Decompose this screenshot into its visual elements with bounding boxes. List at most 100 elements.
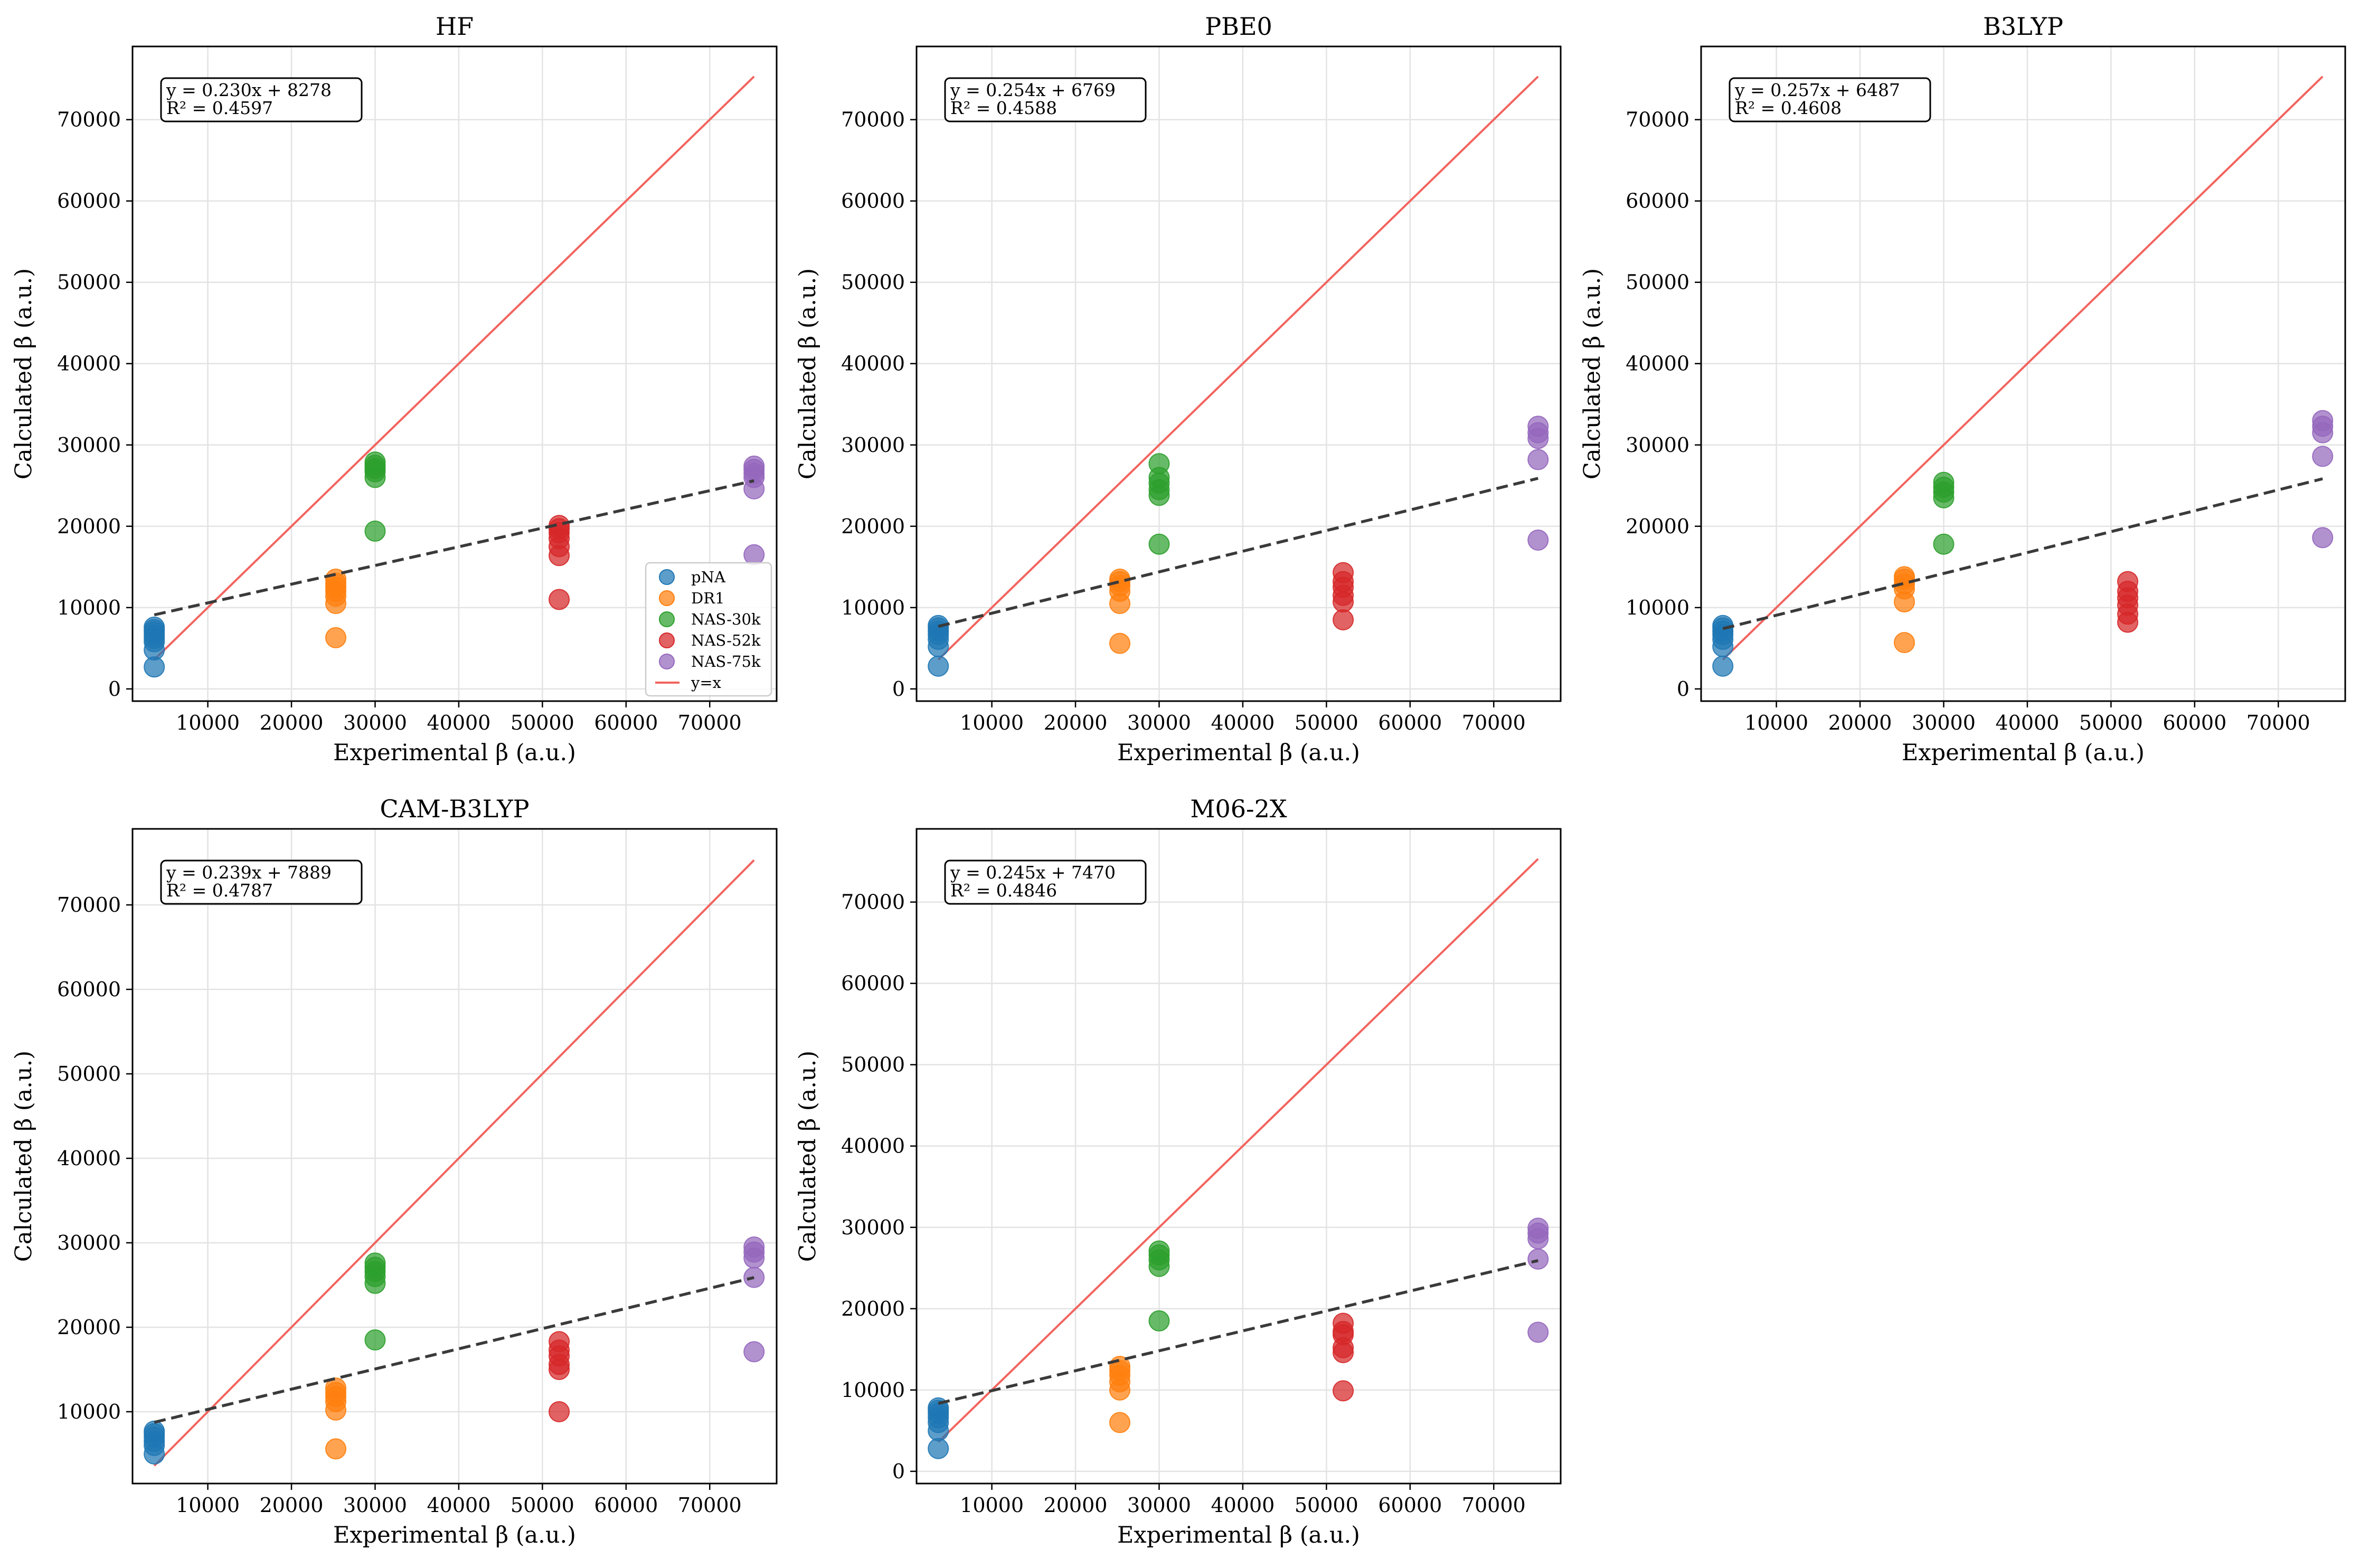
series-nas-52k [1333, 562, 1354, 630]
data-point [1148, 1310, 1170, 1331]
data-point [1333, 562, 1354, 583]
data-point [325, 1438, 347, 1460]
x-tick-label: 50000 [511, 711, 574, 734]
data-point [743, 544, 765, 565]
data-point [1333, 1312, 1354, 1334]
r-squared: R² = 0.4588 [950, 98, 1057, 118]
data-point [743, 1267, 765, 1288]
y-axis-title: Calculated β (a.u.) [1579, 268, 1606, 479]
data-point [1527, 415, 1549, 437]
fit-line [938, 1259, 1538, 1405]
y-axis-title: Calculated β (a.u.) [795, 1051, 821, 1262]
x-tick-label: 20000 [1828, 711, 1892, 734]
r-squared: R² = 0.4597 [166, 98, 273, 118]
x-tick-label: 60000 [1378, 711, 1442, 734]
legend-label: DR1 [691, 589, 725, 607]
y-tick-label: 20000 [841, 515, 905, 538]
x-tick-label: 40000 [427, 711, 490, 734]
x-tick-label: 10000 [1744, 711, 1808, 734]
series-pna [928, 1397, 949, 1459]
fit-equation: y = 0.245x + 7470 [950, 862, 1116, 883]
data-point [549, 1331, 570, 1353]
annotation-box [944, 859, 1147, 905]
x-tick-label: 10000 [960, 711, 1024, 734]
data-point [1109, 1412, 1131, 1433]
panel-title: HF [436, 12, 474, 41]
x-tick-label: 20000 [1044, 1494, 1108, 1517]
grid [1701, 46, 2345, 701]
y-tick-label: 20000 [841, 1297, 905, 1320]
plot-frame [131, 828, 778, 1485]
data-point [743, 1341, 765, 1363]
data-point [549, 1401, 570, 1422]
x-tick-label: 30000 [343, 1494, 407, 1517]
identity-line [937, 858, 1539, 1443]
plot-area [928, 858, 1549, 1459]
y-tick-label: 60000 [57, 978, 121, 1001]
x-tick-label: 70000 [678, 1494, 742, 1517]
data-point [743, 455, 765, 477]
data-point [1712, 655, 1734, 677]
x-tick-label: 70000 [2246, 711, 2310, 734]
data-point [549, 589, 570, 610]
x-tick-label: 60000 [594, 711, 658, 734]
y-tick-label: 30000 [1626, 433, 1689, 457]
panel-pbe0: 10000 20000 30000 40000 50000 60000 70000 0 1000… [795, 12, 1562, 766]
plot-area [1712, 75, 2334, 677]
y-tick-label: 50000 [1626, 271, 1689, 294]
panel-title: CAM-B3LYP [380, 795, 529, 823]
data-point [1109, 632, 1131, 654]
legend-marker [659, 611, 675, 627]
plot-frame [1700, 45, 2346, 702]
y-axis-title: Calculated β (a.u.) [795, 268, 821, 479]
r-squared: R² = 0.4787 [166, 880, 273, 901]
plot-frame [131, 45, 778, 702]
x-tick-label: 40000 [1211, 711, 1275, 734]
legend-label: NAS-52k [691, 631, 761, 649]
y-tick-label: 10000 [841, 596, 905, 619]
y-tick-label: 0 [108, 677, 121, 701]
y-tick-label: 40000 [841, 1135, 905, 1158]
y-tick-label: 20000 [57, 1316, 121, 1339]
y-tick-label: 10000 [57, 596, 121, 619]
series-nas-52k [549, 1331, 570, 1422]
x-axis-title: Experimental β (a.u.) [1117, 1522, 1360, 1548]
series-nas-30k [1148, 453, 1170, 555]
y-tick-label: 60000 [841, 190, 905, 213]
data-point [1527, 1248, 1549, 1270]
y-tick-label: 60000 [1626, 190, 1689, 213]
series-nas-52k [549, 515, 570, 610]
identity-line [153, 75, 755, 660]
x-tick-label: 10000 [176, 711, 240, 734]
series-pna [144, 1420, 165, 1465]
grid [917, 46, 1561, 701]
data-point [1148, 1240, 1170, 1262]
y-tick-label: 70000 [57, 893, 121, 917]
x-tick-label: 20000 [260, 1494, 324, 1517]
x-axis-title: Experimental β (a.u.) [333, 1522, 576, 1548]
series-pna [144, 616, 165, 678]
r-squared: R² = 0.4846 [950, 880, 1057, 901]
data-point [1148, 453, 1170, 475]
x-tick-label: 40000 [1995, 711, 2059, 734]
annotation-box [1729, 77, 1931, 122]
y-tick-label: 40000 [57, 352, 121, 375]
annotation-box [160, 77, 363, 122]
plot-area [928, 75, 1549, 677]
data-point [1148, 533, 1170, 555]
fit-equation: y = 0.230x + 8278 [166, 80, 332, 100]
y-tick-label: 30000 [57, 433, 121, 457]
series-nas-52k [1333, 1312, 1354, 1402]
fit-line [154, 479, 754, 617]
x-tick-label: 50000 [1295, 711, 1358, 734]
x-tick-label: 70000 [678, 711, 742, 734]
y-tick-label: 30000 [841, 1216, 905, 1239]
y-tick-label: 60000 [841, 972, 905, 995]
y-tick-label: 10000 [841, 1378, 905, 1402]
legend: pNA DR1 NAS-30k NAS-52k NAS-75k y=x [645, 562, 772, 697]
data-point [1527, 1321, 1549, 1343]
series-nas-75k [743, 455, 765, 565]
y-tick-label: 70000 [841, 891, 905, 914]
